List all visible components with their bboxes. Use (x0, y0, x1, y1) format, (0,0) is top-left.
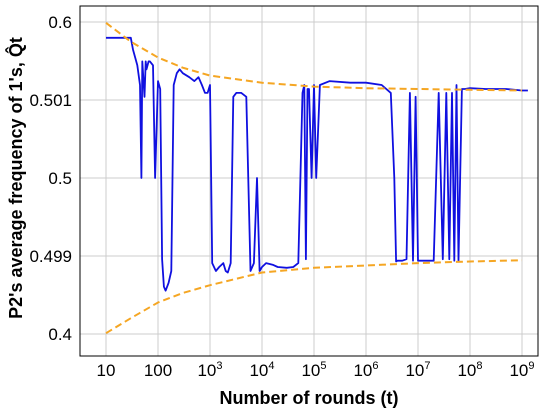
x-ticks: 10 100 103 104 105 106 107 108 109 (97, 360, 535, 380)
y-ticks: 0.6 0.501 0.5 0.499 0.4 (29, 13, 72, 344)
plot-frame (79, 5, 539, 357)
x-axis-title: Number of rounds (t) (220, 388, 399, 408)
x-tick-label-5: 106 (353, 360, 378, 380)
frequency-series-line (106, 36, 528, 292)
y-axis-title: P2's average frequency of 1's, Q̂t (5, 37, 26, 319)
upper-bound-line (105, 22, 523, 92)
x-tick-label-4: 105 (301, 360, 326, 380)
y-tick-label-0: 0.6 (48, 13, 72, 32)
y-tick-label-2: 0.5 (48, 169, 72, 188)
lower-bound-line (105, 259, 523, 335)
y-tick-label-3: 0.499 (29, 247, 72, 266)
x-tick-label-2: 103 (197, 360, 222, 380)
x-tick-label-3: 104 (249, 360, 274, 380)
y-tick-label-1: 0.501 (29, 91, 72, 110)
y-tick-label-4: 0.4 (48, 325, 72, 344)
x-tick-label-0: 10 (97, 361, 116, 380)
x-tick-label-1: 100 (144, 361, 172, 380)
x-tick-label-6: 107 (405, 360, 430, 380)
grid (80, 6, 538, 356)
series-layer (105, 22, 528, 335)
x-tick-label-8: 109 (509, 360, 534, 380)
x-tick-label-7: 108 (457, 360, 482, 380)
